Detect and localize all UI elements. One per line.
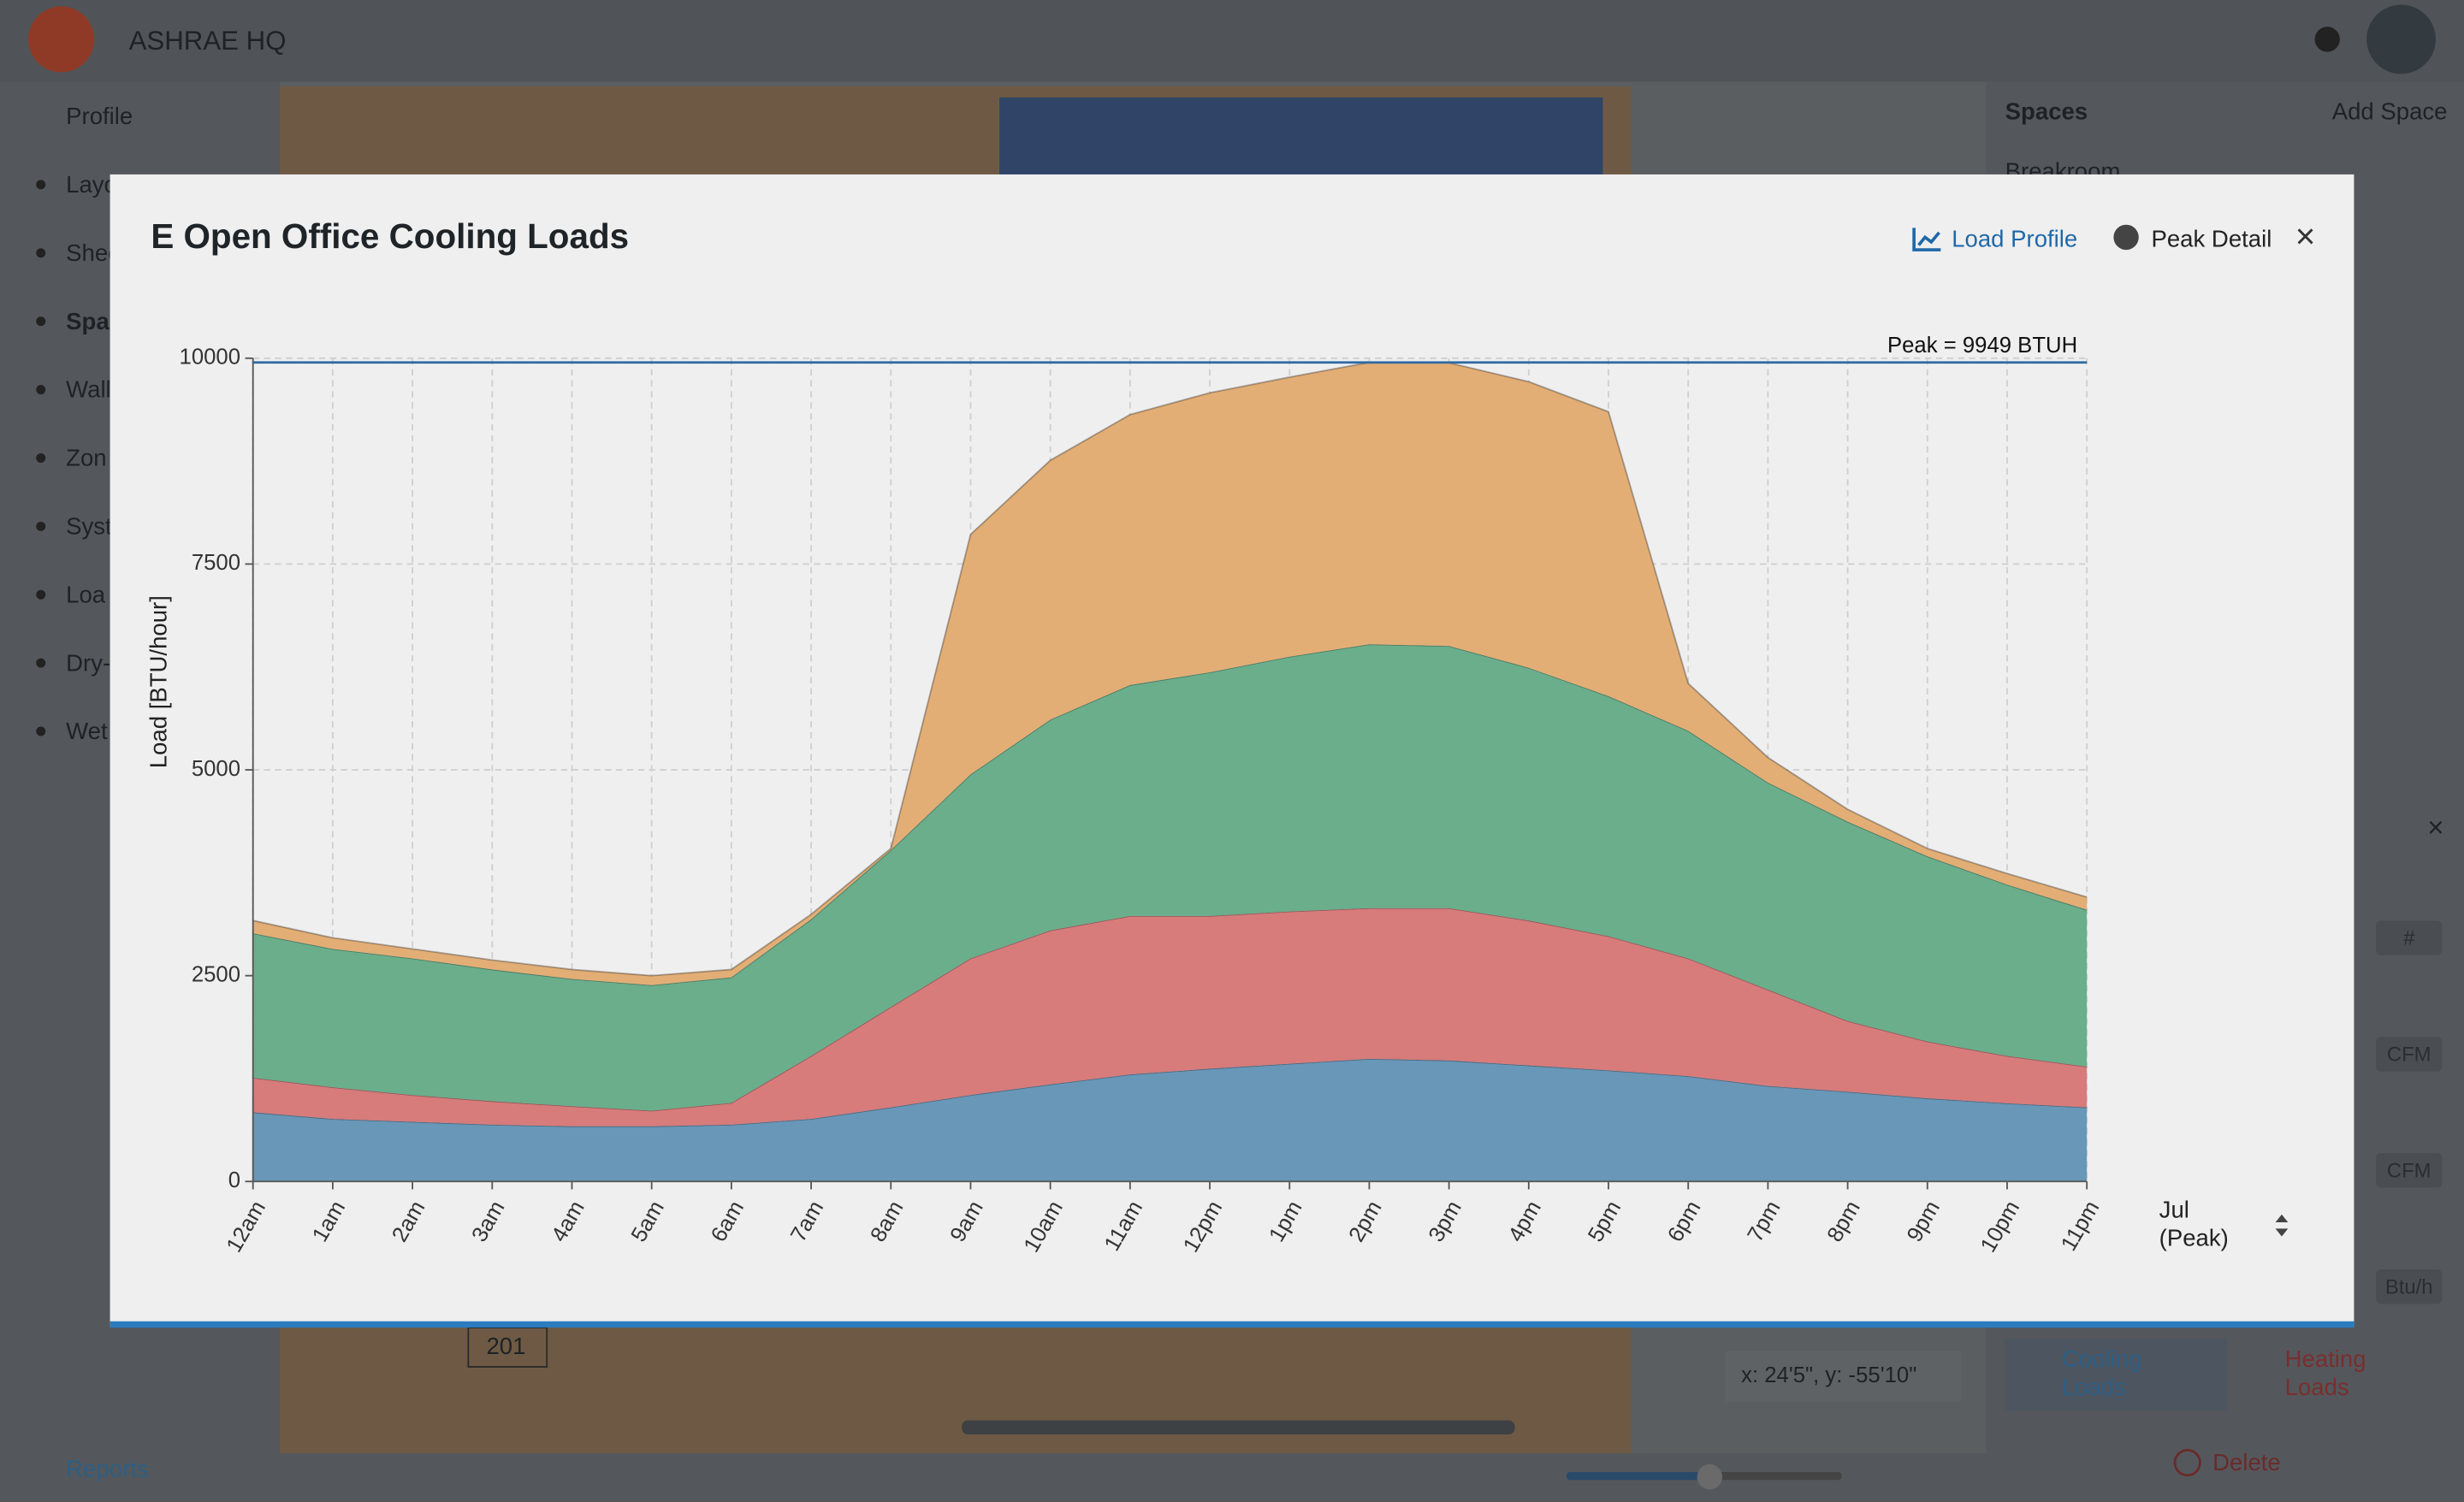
add-space[interactable]: Add Space xyxy=(2332,98,2448,125)
zoom-handle[interactable] xyxy=(1697,1464,1723,1490)
nav-item[interactable]: Wall xyxy=(66,376,111,403)
area xyxy=(252,644,2088,1111)
nav-bullet xyxy=(36,589,46,600)
unit-label: CFM xyxy=(2387,1160,2431,1183)
y-tick-label: 10000 xyxy=(180,346,240,370)
nav-bullet xyxy=(36,658,46,668)
nav-item[interactable]: Layo xyxy=(66,171,117,198)
selected-space xyxy=(999,97,1603,176)
area-edge xyxy=(252,361,2088,977)
zoom-fill xyxy=(1567,1472,1709,1481)
nav-bullet xyxy=(36,726,46,736)
unit-label: CFM xyxy=(2387,1044,2431,1067)
area xyxy=(252,1058,2088,1182)
modal-border xyxy=(110,1321,2354,1328)
nav-bullet xyxy=(36,521,46,531)
nav-bullet xyxy=(36,452,46,463)
unit-badge xyxy=(2376,1269,2443,1304)
y-tick-label: 7500 xyxy=(192,551,240,575)
top-bar xyxy=(0,0,2464,82)
scrollbar[interactable] xyxy=(962,1420,1515,1434)
close-modal[interactable]: × xyxy=(2295,216,2316,256)
y-tick-label: 5000 xyxy=(192,757,240,781)
y-axis-label: Load [BTU/hour] xyxy=(145,595,172,768)
delete[interactable]: Delete xyxy=(2212,1449,2281,1475)
peak-label: Peak = 9949 BTUH xyxy=(1887,334,2077,358)
area xyxy=(252,362,2088,985)
avatar[interactable] xyxy=(2366,4,2436,74)
nav-item[interactable]: Syst xyxy=(66,512,112,539)
unit-badge xyxy=(2376,1037,2443,1072)
modal-title: E Open Office Cooling Loads xyxy=(151,216,629,256)
coords-box xyxy=(1725,1351,1962,1402)
nav-bullet xyxy=(36,316,46,327)
nav-bullet xyxy=(36,385,46,395)
coords: x: 24'5", y: -55'10" xyxy=(1741,1363,1916,1387)
nav-item[interactable]: Zon xyxy=(66,445,106,471)
nav-item[interactable]: Profile xyxy=(66,103,133,129)
pie-icon xyxy=(2113,224,2139,251)
nav-item[interactable]: Wet xyxy=(66,718,108,744)
nav-item[interactable]: Spa xyxy=(66,308,110,334)
app-logo[interactable] xyxy=(28,6,95,73)
y-tick-label: 2500 xyxy=(192,962,240,986)
unit-badge xyxy=(2376,1153,2443,1188)
nav-item[interactable]: Dry- xyxy=(66,649,110,676)
delete-icon xyxy=(2173,1448,2201,1477)
info-icon[interactable] xyxy=(2314,27,2340,52)
reports[interactable]: Reports xyxy=(66,1456,148,1482)
nav-item[interactable]: Loa xyxy=(66,581,106,607)
close-panel[interactable]: × xyxy=(2427,813,2443,844)
panel-title: Spaces xyxy=(2005,98,2088,125)
y-tick-label: 0 xyxy=(228,1168,240,1192)
tab-label[interactable]: Cooling xyxy=(2062,1345,2141,1372)
unit-label: Btu/h xyxy=(2385,1275,2433,1298)
month-select[interactable]: Jul xyxy=(2159,1196,2189,1222)
area xyxy=(252,908,2088,1126)
month-select[interactable]: (Peak) xyxy=(2159,1225,2229,1251)
tab-label[interactable]: Loads xyxy=(2285,1374,2349,1400)
app-title: ASHRAE HQ xyxy=(129,26,287,56)
chart-icon xyxy=(1912,228,1941,251)
nav-bullet xyxy=(36,180,46,190)
unit-badge xyxy=(2376,920,2443,955)
tab-label[interactable]: Heating xyxy=(2285,1345,2366,1372)
tab-load-profile[interactable]: Load Profile xyxy=(1952,225,2077,251)
tab-active[interactable] xyxy=(2005,1338,2227,1411)
tab-label[interactable]: Loads xyxy=(2062,1374,2126,1400)
unit-label: # xyxy=(2403,927,2415,950)
room-label: 201 xyxy=(486,1333,525,1359)
select-arrows[interactable] xyxy=(2275,1214,2289,1237)
nav-bullet xyxy=(36,248,46,258)
tab-peak-detail[interactable]: Peak Detail xyxy=(2151,225,2272,251)
